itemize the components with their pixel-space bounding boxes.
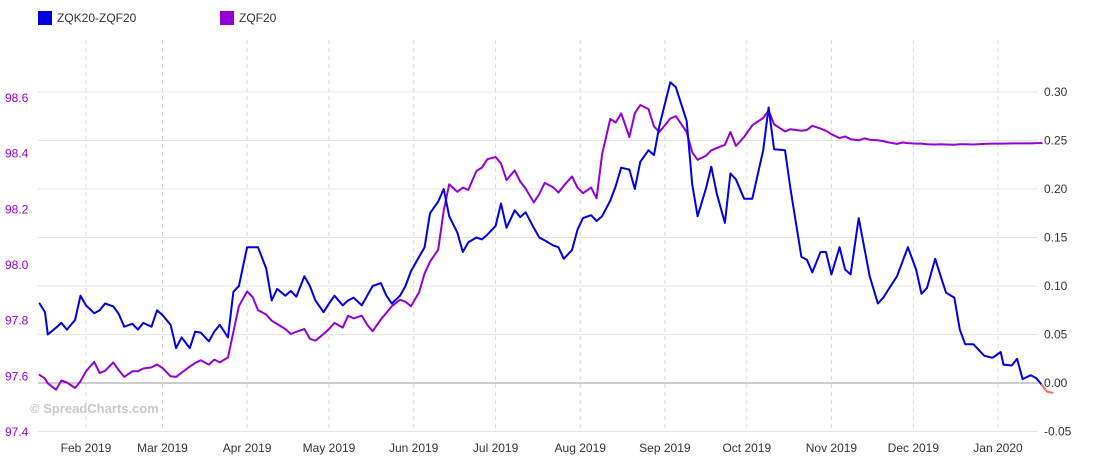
right-tick-label: 0.20 xyxy=(1044,182,1068,196)
legend: ZQK20-ZQF20 ZQF20 xyxy=(38,11,277,25)
left-tick-label: 98.2 xyxy=(5,202,29,216)
right-tick-label: 0.00 xyxy=(1044,376,1068,390)
series-line-zqf20 xyxy=(38,104,1043,391)
x-axis: Feb 2019 Mar 2019 Apr 2019 May 2019 Jun 2019… xyxy=(61,441,1023,455)
right-tick-label: 0.15 xyxy=(1044,231,1068,245)
left-tick-label: 98.0 xyxy=(5,258,29,272)
legend-item-zqf20[interactable]: ZQF20 xyxy=(220,11,277,25)
x-tick-label: Jul 2019 xyxy=(473,441,519,455)
left-tick-label: 98.6 xyxy=(5,91,29,105)
legend-label-zqk20-zqf20: ZQK20-ZQF20 xyxy=(57,11,137,25)
x-tick-label: Mar 2019 xyxy=(137,441,188,455)
right-tick-label: 0.10 xyxy=(1044,279,1068,293)
x-tick-label: Sep 2019 xyxy=(639,441,691,455)
right-tick-label: 0.25 xyxy=(1044,134,1068,148)
legend-item-zqk20-zqf20[interactable]: ZQK20-ZQF20 xyxy=(38,11,137,25)
x-tick-label: May 2019 xyxy=(303,441,356,455)
right-tick-label: -0.05 xyxy=(1044,425,1072,439)
x-tick-label: Feb 2019 xyxy=(61,441,112,455)
right-axis: -0.05 0.00 0.05 0.10 0.15 0.20 0.25 0.30 xyxy=(1044,85,1072,439)
x-tick-label: Nov 2019 xyxy=(806,441,858,455)
legend-swatch-zqf20 xyxy=(220,11,234,25)
x-tick-label: Aug 2019 xyxy=(555,441,607,455)
x-tick-label: Apr 2019 xyxy=(223,441,272,455)
left-tick-label: 97.6 xyxy=(5,369,29,383)
last-segment-line xyxy=(1040,383,1054,394)
left-tick-label: 98.4 xyxy=(5,147,29,161)
vertical-gridlines xyxy=(85,40,999,432)
x-tick-label: Dec 2019 xyxy=(888,441,940,455)
legend-swatch-zqk20-zqf20 xyxy=(38,11,52,25)
left-tick-label: 97.4 xyxy=(5,425,29,439)
x-tick-label: Jan 2020 xyxy=(973,441,1023,455)
x-tick-label: Oct 2019 xyxy=(722,441,771,455)
legend-label-zqf20: ZQF20 xyxy=(239,11,277,25)
right-tick-label: 0.05 xyxy=(1044,328,1068,342)
series-layer xyxy=(38,81,1054,394)
left-tick-label: 97.8 xyxy=(5,314,29,328)
left-axis: 97.4 97.6 97.8 98.0 98.2 98.4 98.6 xyxy=(5,91,29,439)
watermark: © SpreadCharts.com xyxy=(30,401,159,416)
x-tick-label: Jun 2019 xyxy=(389,441,439,455)
right-tick-label: 0.30 xyxy=(1044,85,1068,99)
series-line-zqk20-zqf20 xyxy=(38,81,1043,386)
